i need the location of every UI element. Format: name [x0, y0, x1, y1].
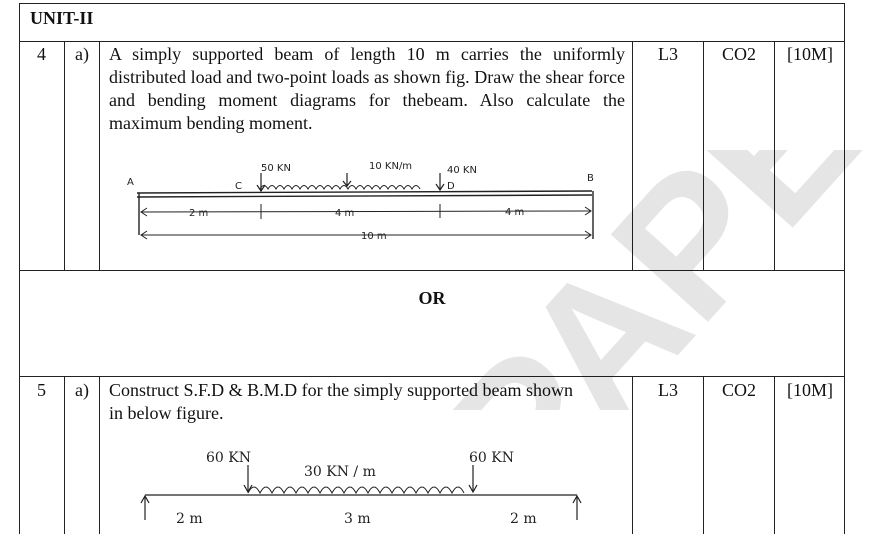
col-sep-1 — [64, 41, 65, 270]
q4-label-b: B — [587, 173, 594, 184]
q4-label-span-cd: 4 m — [335, 208, 354, 219]
q4-label-total: 10 m — [361, 231, 387, 242]
q4-label-load-c: 50 KN — [261, 163, 291, 174]
q4-label-c: C — [235, 181, 242, 192]
table-border-top — [19, 3, 845, 4]
col-sep-5 — [774, 41, 775, 270]
q4-label-span-db: 4 m — [505, 207, 524, 218]
q5-label-span-left: 2 m — [176, 511, 203, 527]
col-sep-4 — [703, 41, 704, 270]
q5-label-load-right: 60 KN — [469, 450, 514, 466]
or-separator: OR — [418, 288, 446, 308]
col-sep-3 — [632, 41, 633, 270]
q4-marks: [10M] — [787, 44, 833, 64]
q5-co: CO2 — [721, 380, 756, 400]
q4-label-load-d: 40 KN — [447, 165, 477, 176]
col-sep-4-q5 — [703, 376, 704, 534]
q4-co: CO2 — [721, 44, 756, 64]
q5-label-span-mid: 3 m — [344, 511, 371, 527]
q4-beam-bottom — [136, 194, 593, 198]
q4-label-udl: 10 KN/m — [369, 161, 412, 172]
q4-beam-top — [136, 190, 593, 194]
q5-udl-load — [247, 486, 465, 495]
q5-part: a) — [75, 380, 89, 400]
q5-label-load-left: 60 KN — [206, 450, 251, 466]
col-sep-2-q5 — [99, 376, 100, 534]
q4-beam-figure: A B C D 50 KN 10 KN/m 40 KN 2 m 4 m 4 m … — [127, 161, 594, 242]
q5-beam-figure: 60 KN 30 KN / m 60 KN 2 m 3 m 2 m — [140, 450, 582, 527]
col-sep-5-q5 — [774, 376, 775, 534]
q4-number: 4 — [37, 44, 46, 64]
unit-title: UNIT-II — [30, 8, 94, 28]
q4-text: A simply supported beam of length 10 m c… — [109, 44, 625, 133]
q4-level: L3 — [658, 44, 678, 64]
q4-dim-line-1 — [140, 210, 592, 213]
col-sep-3-q5 — [632, 376, 633, 534]
col-sep-1-q5 — [64, 376, 65, 534]
q4-label-span-ac: 2 m — [189, 208, 208, 219]
q5-marks: [10M] — [787, 380, 833, 400]
q4-part: a) — [75, 44, 89, 64]
q5-label-udl: 30 KN / m — [304, 464, 376, 480]
col-sep-2 — [99, 41, 100, 270]
q4-label-a: A — [127, 177, 134, 188]
table-border-left — [19, 3, 20, 534]
q5-number: 5 — [37, 380, 46, 400]
q5-level: L3 — [658, 380, 678, 400]
table-border-right — [844, 3, 845, 534]
table-border-or-bottom — [19, 376, 845, 377]
table-border-unit — [19, 41, 845, 42]
q4-label-d: D — [447, 181, 455, 192]
q5-text: Construct S.F.D & B.M.D for the simply s… — [109, 380, 574, 423]
q5-label-span-right: 2 m — [510, 511, 537, 527]
q4-udl-load — [259, 185, 421, 191]
table-border-q4-bottom — [19, 270, 845, 271]
